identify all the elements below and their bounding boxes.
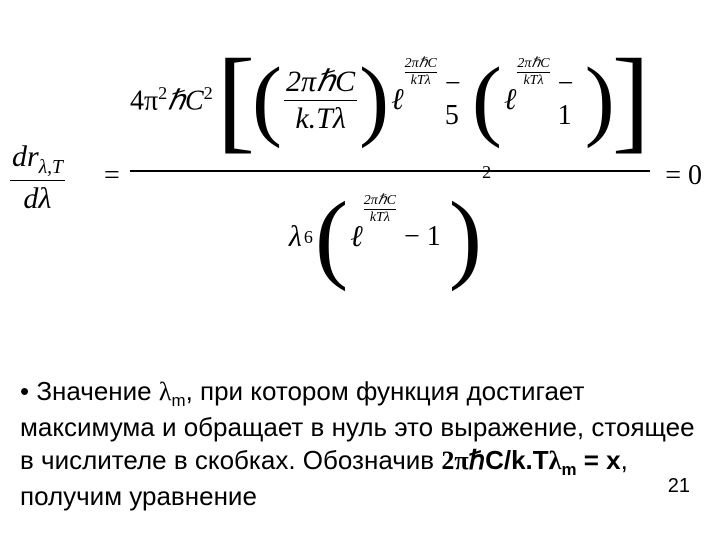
lhs-fraction: drλ,T dλ [10,140,65,216]
lhs-sub: λ,T [39,157,63,178]
paren-l3: ( [315,197,348,277]
paren-l1: ( [252,64,282,136]
lambda-m-sub: m [171,391,185,410]
paren-r3: ) [449,197,482,277]
coef-sup: 2 [158,83,167,103]
paren-r1: ) [359,64,389,136]
numerator: 4π2ℏC2 [ ( 2πℏC k.Tλ ) ℓ 2πℏC kTλ − 5 ( [130,30,650,170]
exp-num2: 2πℏC [517,55,549,72]
exp-den3: kTλ [370,210,390,226]
bracket-left: [ [217,48,255,152]
pow6: 6 [304,227,313,248]
page-number: 21 [668,475,690,498]
ell2: ℓ [504,83,517,117]
lambda: λ [289,220,302,254]
b2: C/k.T [485,445,549,475]
paren-r2: ) [585,64,615,136]
bracket-right: ] [612,48,650,152]
paren-l2: ( [472,64,502,136]
minus1a: − 1 [558,68,577,132]
b3: = x [576,445,620,475]
denominator: λ6 ( ℓ 2πℏC kTλ − 1 ) 2 [289,172,491,302]
ell1: ℓ [391,83,404,117]
minus5: − 5 [445,68,464,132]
minus1b: − 1 [404,221,441,253]
lambda-m: λ [159,377,172,406]
exp-den1: kTλ [411,73,431,89]
ell3: ℓ [350,220,363,254]
C-sup: 2 [204,83,213,103]
bullet: • [20,376,29,406]
coef: 4π [130,85,158,116]
exp-den2: kTλ [523,73,543,89]
equals-zero: = 0 [665,160,702,192]
body-paragraph: • Значение λm, при котором функция дости… [20,375,700,513]
b-sub: m [561,460,576,479]
exp-num1: 2πℏC [405,55,437,72]
lhs-den: dλ [23,182,51,215]
pow2: 2 [482,162,491,183]
equation-block: drλ,T dλ = 4π2ℏC2 [ ( 2πℏC k.Tλ ) ℓ 2πℏC [10,30,710,330]
hbarC: ℏC [167,85,203,116]
b-lambda: λ [549,446,562,475]
p-text-1: Значение [36,376,159,406]
b1: 2π [441,446,468,475]
exp-num3: 2πℏC [364,192,396,209]
lhs-num: dr [12,140,39,173]
inden1: k.Tλ [293,101,348,136]
innum1: 2πℏC [284,64,357,100]
b-hbar: ℏ [469,445,485,475]
main-fraction: 4π2ℏC2 [ ( 2πℏC k.Tλ ) ℓ 2πℏC kTλ − 5 ( [130,30,650,302]
equals-left: = [104,160,120,192]
